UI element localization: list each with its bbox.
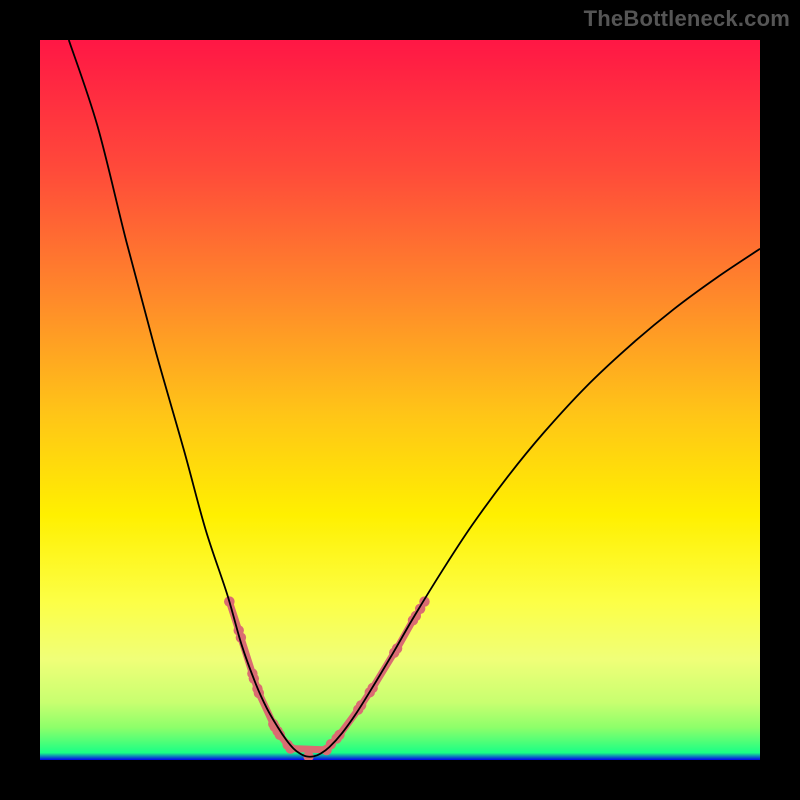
- watermark-text: TheBottleneck.com: [584, 6, 790, 32]
- plot-svg: [40, 40, 760, 760]
- chart-frame: TheBottleneck.com: [0, 0, 800, 800]
- plot-area: [40, 40, 760, 760]
